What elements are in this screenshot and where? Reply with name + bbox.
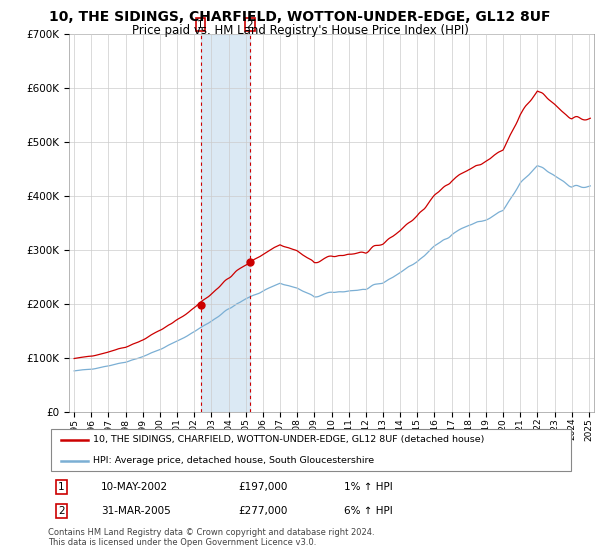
Text: Contains HM Land Registry data © Crown copyright and database right 2024.
This d: Contains HM Land Registry data © Crown c… — [48, 528, 374, 547]
Text: £277,000: £277,000 — [238, 506, 287, 516]
Text: 31-MAR-2005: 31-MAR-2005 — [101, 506, 170, 516]
Text: 6% ↑ HPI: 6% ↑ HPI — [344, 506, 392, 516]
Text: 2: 2 — [58, 506, 65, 516]
Point — [245, 258, 255, 267]
Text: 10-MAY-2002: 10-MAY-2002 — [101, 482, 168, 492]
Bar — [200, 34, 250, 412]
Text: £197,000: £197,000 — [238, 482, 287, 492]
Text: 1: 1 — [197, 20, 204, 30]
Text: Price paid vs. HM Land Registry's House Price Index (HPI): Price paid vs. HM Land Registry's House … — [131, 24, 469, 36]
Text: 1: 1 — [58, 482, 65, 492]
Text: 2: 2 — [247, 20, 253, 30]
FancyBboxPatch shape — [50, 429, 571, 472]
Text: 10, THE SIDINGS, CHARFIELD, WOTTON-UNDER-EDGE, GL12 8UF (detached house): 10, THE SIDINGS, CHARFIELD, WOTTON-UNDER… — [93, 435, 484, 444]
Text: 10, THE SIDINGS, CHARFIELD, WOTTON-UNDER-EDGE, GL12 8UF: 10, THE SIDINGS, CHARFIELD, WOTTON-UNDER… — [49, 10, 551, 24]
Text: HPI: Average price, detached house, South Gloucestershire: HPI: Average price, detached house, Sout… — [93, 456, 374, 465]
Point — [196, 301, 205, 310]
Text: 1% ↑ HPI: 1% ↑ HPI — [344, 482, 392, 492]
